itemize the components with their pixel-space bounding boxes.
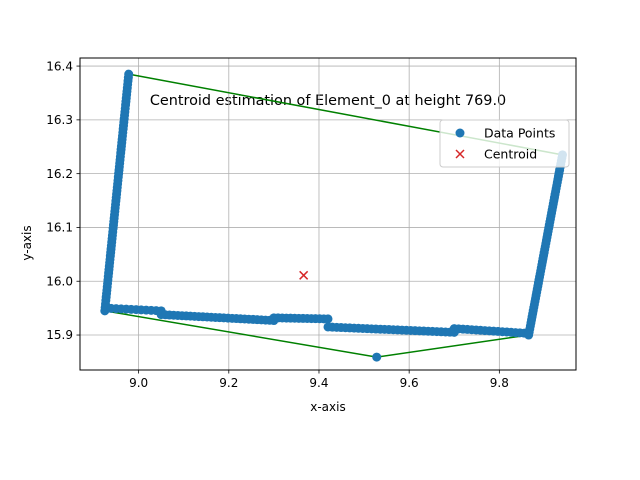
data-point (124, 69, 134, 79)
legend-box (439, 119, 570, 168)
legend-data-points-marker (455, 128, 465, 138)
legend-centroid-marker (455, 149, 465, 159)
y-tick-label: 16.3 (46, 113, 73, 127)
centroid-marker (299, 270, 309, 280)
x-tick-label: 9.6 (400, 376, 419, 390)
x-tick-label: 9.0 (129, 376, 148, 390)
x-tick-label: 9.2 (219, 376, 238, 390)
data-points (100, 69, 567, 362)
y-tick-label: 16.0 (46, 274, 73, 288)
y-tick-label: 16.2 (46, 167, 73, 181)
y-axis-label: y-axis (20, 225, 34, 260)
legend-centroid-label: Centroid (484, 147, 537, 162)
chart-title: Centroid estimation of Element_0 at heig… (150, 93, 506, 109)
legend: Data Points Centroid (439, 119, 570, 168)
y-tick-label: 16.1 (46, 221, 73, 235)
plot-frame (79, 57, 577, 371)
x-axis-ticks: 9.0 9.2 9.4 9.6 9.8 (129, 370, 509, 390)
x-tick-label: 9.8 (490, 376, 509, 390)
x-tick-label: 9.4 (309, 376, 328, 390)
x-axis-label: x-axis (310, 400, 345, 414)
legend-data-points-label: Data Points (484, 126, 555, 141)
y-tick-label: 16.4 (46, 59, 73, 73)
data-point (372, 352, 382, 362)
y-axis-ticks: 15.9 16.0 16.1 16.2 16.3 16.4 (46, 59, 80, 342)
centroid-marker-group (299, 270, 309, 280)
y-tick-label: 15.9 (46, 328, 73, 342)
data-point (323, 314, 333, 324)
